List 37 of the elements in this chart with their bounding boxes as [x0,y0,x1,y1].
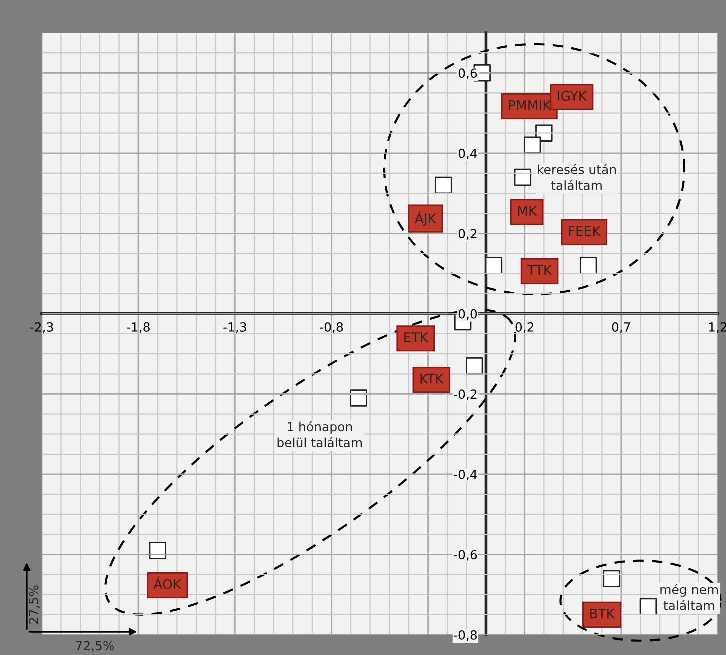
point [435,176,452,194]
point [514,168,532,186]
point [485,257,503,274]
y-tick-label: 0,6 [458,68,478,80]
annotation: BTK [590,608,616,619]
y-tick-label: 0,0 [458,309,478,320]
x-tick-label: 0,2 [516,322,534,334]
x-tick-label: -0,8 [320,322,344,334]
x-tick-label: -1,8 [126,322,150,334]
annotation: FEEK [569,226,602,236]
annotation: PMMIK [509,100,552,110]
text: 27,5% [29,586,40,624]
annotation: ÁJK [415,211,437,226]
annotation: TTK [527,265,552,275]
y-tick-label: -0,4 [454,470,478,481]
y-tick-label: 0,2 [458,229,477,240]
text: 72,5% [76,641,114,652]
y-tick-label: -0,2 [454,390,477,400]
point [603,570,620,588]
annotation: KTK [420,374,444,384]
point [149,542,166,560]
annotation: IGYK [558,91,588,102]
annotation: ETK [404,332,429,342]
point [640,598,658,616]
x-tick-label: -1,3 [224,322,246,334]
point [580,257,598,274]
y-tick-label: 0,4 [458,148,478,160]
annotation: még nem találtam [660,584,718,610]
x-tick-label: 0,7 [612,322,630,334]
annotation: ÁOK [154,576,182,590]
annotation: keresés után találtam [538,164,616,190]
point [466,357,484,375]
point [350,390,368,407]
y-tick-label: -0,6 [454,550,478,561]
y-tick-label: -0,8 [454,630,478,642]
annotation: MK [518,206,538,216]
annotation: 1 hónapon belül találtam [278,421,362,448]
